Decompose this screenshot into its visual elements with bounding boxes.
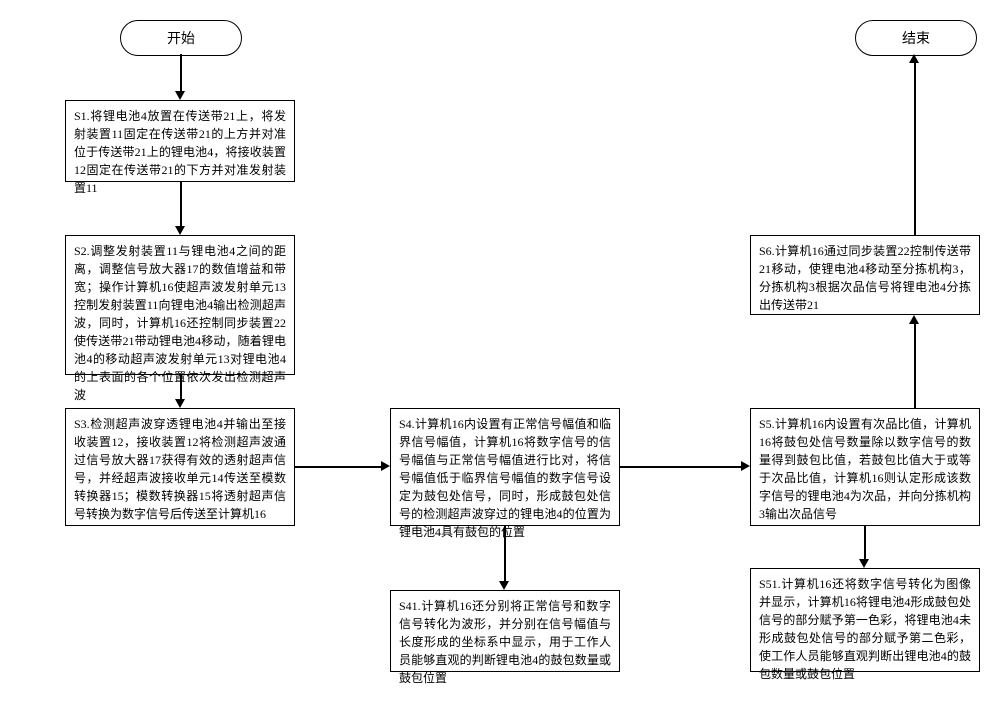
- arrowhead-icon: [859, 559, 869, 568]
- end-node: 结束: [855, 20, 977, 56]
- arrowhead-icon: [175, 399, 185, 408]
- arrowhead-icon: [381, 461, 390, 471]
- step-s51: S51.计算机16还将数字信号转化为图像并显示，计算机16将锂电池4形成鼓包处信…: [750, 568, 980, 672]
- arrowhead-icon: [741, 461, 750, 471]
- edge-s5-s6: [914, 324, 916, 408]
- edge-s2-s3: [180, 375, 182, 399]
- edge-s4-s41: [504, 526, 506, 581]
- step-s6: S6.计算机16通过同步装置22控制传送带21移动，使锂电池4移动至分拣机构3，…: [750, 235, 980, 315]
- start-node: 开始: [120, 20, 242, 56]
- arrowhead-icon: [175, 91, 185, 100]
- edge-s3-s4: [295, 466, 381, 468]
- step-s5: S5.计算机16内设置有次品比值，计算机16将鼓包处信号数量除以数字信号的数量得…: [750, 408, 980, 526]
- edge-start-s1: [180, 54, 182, 91]
- flowchart-canvas: 开始 结束 S1.将锂电池4放置在传送带21上，将发射装置11固定在传送带21的…: [20, 20, 980, 700]
- start-label: 开始: [167, 28, 195, 48]
- arrowhead-icon: [909, 54, 919, 63]
- edge-s6-end: [914, 63, 916, 235]
- step-s1: S1.将锂电池4放置在传送带21上，将发射装置11固定在传送带21的上方并对准位…: [65, 100, 295, 182]
- step-s41: S41.计算机16还分别将正常信号和数字信号转化为波形，并分别在信号幅值与长度形…: [390, 590, 620, 672]
- step-s2: S2.调整发射装置11与锂电池4之间的距离，调整信号放大器17的数值增益和带宽；…: [65, 235, 295, 375]
- arrowhead-icon: [909, 315, 919, 324]
- arrowhead-icon: [499, 581, 509, 590]
- step-s3: S3.检测超声波穿透锂电池4并输出至接收装置12，接收装置12将检测超声波通过信…: [65, 408, 295, 526]
- end-label: 结束: [902, 28, 930, 48]
- edge-s4-s5: [620, 466, 741, 468]
- step-s4: S4.计算机16内设置有正常信号幅值和临界信号幅值，计算机16将数字信号的信号幅…: [390, 408, 620, 526]
- edge-s1-s2: [180, 182, 182, 226]
- edge-s5-s51: [864, 526, 866, 559]
- arrowhead-icon: [175, 226, 185, 235]
